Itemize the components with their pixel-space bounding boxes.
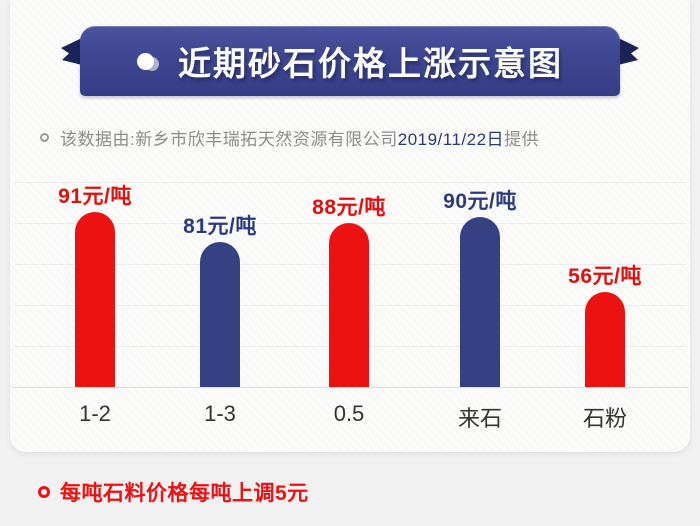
data-source-prefix: 该数据由:新乡市欣丰瑞拓天然资源有限公司 [60,130,398,149]
x-axis-baseline [12,387,688,388]
bar-category-label: 1-2 [79,401,111,426]
data-source-text: 该数据由:新乡市欣丰瑞拓天然资源有限公司2019/11/22日提供 [60,125,539,150]
data-source-date: 2019/11/22日 [397,130,505,149]
bar-value-label: 91元/吨 [58,185,132,208]
footer-note: 每吨石料价格每吨上调5元 [38,477,309,507]
bar-category-label: 来石 [457,406,502,431]
bar-来石 [460,217,500,387]
bar-value-label: 81元/吨 [183,215,257,238]
bar-value-label: 88元/吨 [312,196,386,219]
bar-category-label: 0.5 [333,401,365,426]
bar-石粉 [585,292,625,387]
bar-category-label: 石粉 [582,406,627,431]
bar-category-label: 1-3 [204,401,236,426]
page-title: 近期砂石价格上涨示意图 [178,45,563,82]
title-banner: 近期砂石价格上涨示意图 [80,26,620,96]
bar-value-label: 90元/吨 [443,190,517,213]
bar-1-2 [75,212,115,387]
footer-text: 每吨石料价格每吨上调5元 [60,482,309,505]
bar-1-3 [200,242,240,387]
circle-bullet-icon [38,486,50,498]
circle-bullet-icon [40,133,49,142]
data-source-note: 该数据由:新乡市欣丰瑞拓天然资源有限公司2019/11/22日提供 [40,125,539,150]
gridline [14,182,686,183]
bar-0.5 [329,223,369,387]
bar-value-label: 56元/吨 [568,265,642,288]
data-source-suffix: 提供 [504,130,540,149]
title-dot-icon [137,52,159,71]
